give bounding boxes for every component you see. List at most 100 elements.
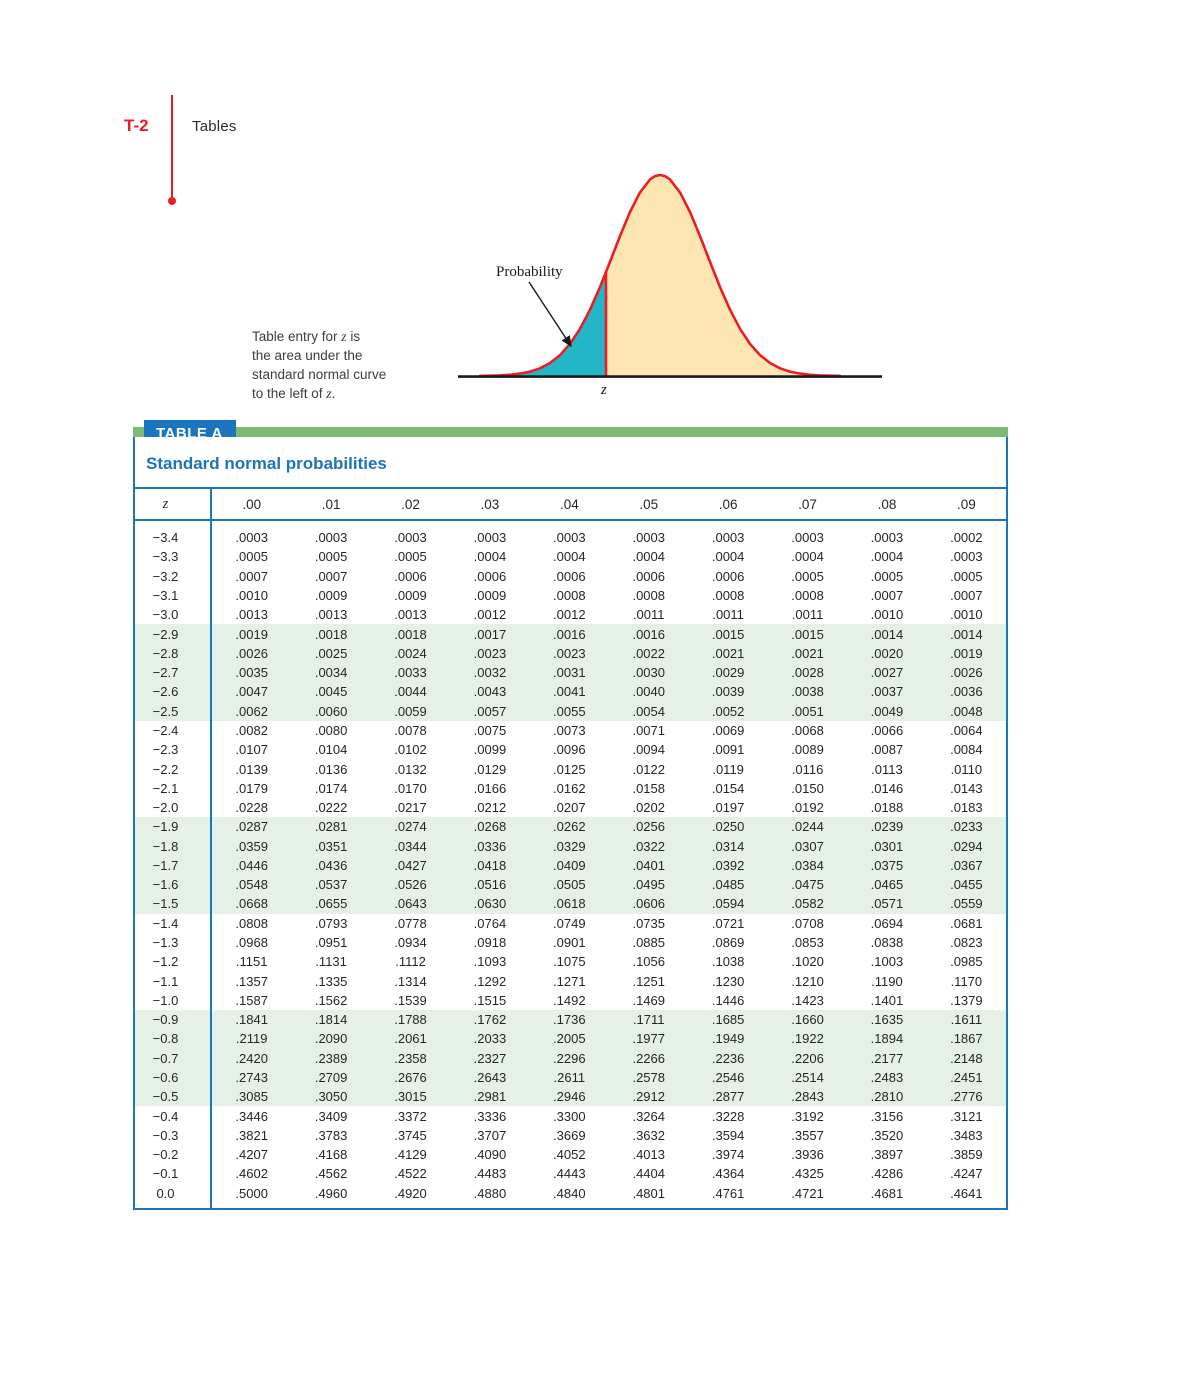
probability-value: .0281 bbox=[314, 819, 348, 835]
probability-value: .0003 bbox=[711, 530, 745, 546]
probability-value: .4090 bbox=[473, 1147, 507, 1163]
probability-value: .0051 bbox=[791, 703, 824, 719]
probability-value: .0146 bbox=[870, 780, 904, 796]
probability-value: .4052 bbox=[553, 1147, 586, 1163]
probability-value: .0014 bbox=[950, 626, 983, 642]
probability-value: .4602 bbox=[235, 1166, 268, 1182]
probability-value: .0005 bbox=[394, 549, 427, 565]
figure-caption: Table entry for z is the area under the st… bbox=[252, 327, 442, 403]
probability-value: .0026 bbox=[235, 645, 268, 661]
probability-value: .4168 bbox=[314, 1147, 348, 1163]
probability-value: .4522 bbox=[394, 1166, 427, 1182]
z-value: −1.0 bbox=[152, 992, 179, 1008]
probability-value: .0016 bbox=[632, 626, 665, 642]
probability-value: .0618 bbox=[553, 896, 586, 912]
probability-value: .1151 bbox=[235, 954, 268, 970]
probability-value: .4404 bbox=[632, 1166, 665, 1182]
probability-value: .0918 bbox=[473, 935, 507, 951]
probability-value: .0228 bbox=[235, 800, 268, 816]
probability-value: .0233 bbox=[950, 819, 983, 835]
probability-value: .1977 bbox=[632, 1031, 665, 1047]
probability-value: .0110 bbox=[950, 761, 983, 777]
table-row: −2.7 .0035 .0034 .0033 .0032 .0031 .0030 .0029.… bbox=[135, 662, 1006, 683]
probability-value: .0143 bbox=[950, 780, 983, 796]
probability-value: .2578 bbox=[632, 1070, 665, 1086]
probability-value: .0559 bbox=[950, 896, 983, 912]
probability-value: .0027 bbox=[870, 665, 904, 681]
table-row: −3.4 .0003 .0003 .0003 .0003 .0003 .0003 .0003.… bbox=[135, 528, 1006, 547]
probability-value: .1539 bbox=[394, 992, 427, 1008]
z-value: −0.7 bbox=[152, 1050, 179, 1066]
z-value: −1.8 bbox=[152, 838, 179, 854]
table-row: −0.7 .2420 .2389 .2358 .2327 .2296 .2266 .2236.… bbox=[135, 1048, 1006, 1068]
z-value: −0.1 bbox=[152, 1166, 179, 1182]
probability-value: .0708 bbox=[791, 915, 824, 931]
table-title: Standard normal probabilities bbox=[146, 454, 387, 473]
probability-value: .0287 bbox=[235, 819, 268, 835]
probability-value: .0037 bbox=[870, 684, 904, 700]
probability-value: .0455 bbox=[950, 877, 983, 893]
probability-value: .0075 bbox=[473, 722, 507, 738]
probability-value: .0359 bbox=[235, 838, 268, 854]
z-value: −2.2 bbox=[152, 761, 179, 777]
probability-value: .0003 bbox=[394, 530, 427, 546]
probability-value: .0668 bbox=[235, 896, 268, 912]
probability-value: .0735 bbox=[632, 915, 665, 931]
probability-value: .0401 bbox=[632, 857, 665, 873]
table-a: TABLE A Standard normal probabilities z … bbox=[133, 420, 1008, 1210]
probability-value: .2709 bbox=[314, 1070, 348, 1086]
probability-value: .0007 bbox=[870, 587, 904, 603]
probability-value: .0003 bbox=[553, 530, 586, 546]
probability-value: .0087 bbox=[870, 742, 904, 758]
probability-value: .3483 bbox=[950, 1127, 983, 1143]
probability-value: .0188 bbox=[870, 800, 904, 816]
probability-value: .1788 bbox=[394, 1012, 427, 1028]
probability-value: .0294 bbox=[950, 838, 983, 854]
probability-value: .3974 bbox=[711, 1147, 745, 1163]
probability-value: .0274 bbox=[394, 819, 427, 835]
probability-value: .1685 bbox=[711, 1012, 745, 1028]
table-row: −0.5 .3085 .3050 .3015 .2981 .2946 .2912 .2877.… bbox=[135, 1087, 1006, 1107]
probability-value: .0005 bbox=[791, 568, 824, 584]
probability-value: .0838 bbox=[870, 935, 904, 951]
probability-value: .0010 bbox=[235, 587, 268, 603]
probability-value: .0392 bbox=[711, 857, 745, 873]
probability-value: .0033 bbox=[394, 665, 427, 681]
table-row: −1.3 .0968 .0951 .0934 .0918 .0901 .0885 .0869.… bbox=[135, 933, 1006, 952]
probability-value: .3446 bbox=[235, 1108, 268, 1124]
probability-value: .0003 bbox=[870, 530, 904, 546]
table-row: −2.2 .0139 .0136 .0132 .0129 .0125 .0122 .0119.… bbox=[135, 759, 1006, 778]
z-value: −0.2 bbox=[152, 1147, 179, 1163]
header-rule-dot bbox=[168, 197, 176, 205]
probability-value: .0089 bbox=[791, 742, 824, 758]
probability-value: .3557 bbox=[791, 1127, 824, 1143]
probability-value: .0166 bbox=[473, 780, 507, 796]
probability-value: .0003 bbox=[235, 530, 268, 546]
probability-value: .2206 bbox=[791, 1050, 824, 1066]
probability-value: .1093 bbox=[473, 954, 507, 970]
column-header: .02 bbox=[401, 496, 420, 512]
probability-value: .0179 bbox=[235, 780, 268, 796]
z-value: −1.5 bbox=[152, 896, 179, 912]
probability-value: .0329 bbox=[553, 838, 586, 854]
figure-caption-line: Table entry for z is bbox=[252, 329, 361, 344]
probability-value: .0183 bbox=[950, 800, 983, 816]
probability-value: .0011 bbox=[791, 607, 824, 623]
probability-value: .0005 bbox=[950, 568, 983, 584]
probability-value: .0068 bbox=[791, 722, 824, 738]
z-value: −2.7 bbox=[152, 665, 179, 681]
probability-value: .3228 bbox=[711, 1108, 745, 1124]
probability-value: .0032 bbox=[473, 665, 507, 681]
probability-value: .0041 bbox=[553, 684, 586, 700]
probability-value: .0336 bbox=[473, 838, 507, 854]
probability-value: .2483 bbox=[870, 1070, 904, 1086]
normal-curve-figure: Probability z bbox=[450, 158, 900, 403]
probability-value: .0011 bbox=[712, 607, 744, 623]
table-row: −1.5 .0668 .0655 .0643 .0630 .0618 .0606 .0594.… bbox=[135, 894, 1006, 914]
probability-value: .0217 bbox=[394, 800, 427, 816]
probability-value: .0475 bbox=[791, 877, 824, 893]
probability-value: .0049 bbox=[870, 703, 904, 719]
probability-value: .4286 bbox=[870, 1166, 904, 1182]
probability-value: .3632 bbox=[632, 1127, 665, 1143]
table-row: −1.1 .1357 .1335 .1314 .1292 .1271 .1251 .1230.… bbox=[135, 971, 1006, 990]
